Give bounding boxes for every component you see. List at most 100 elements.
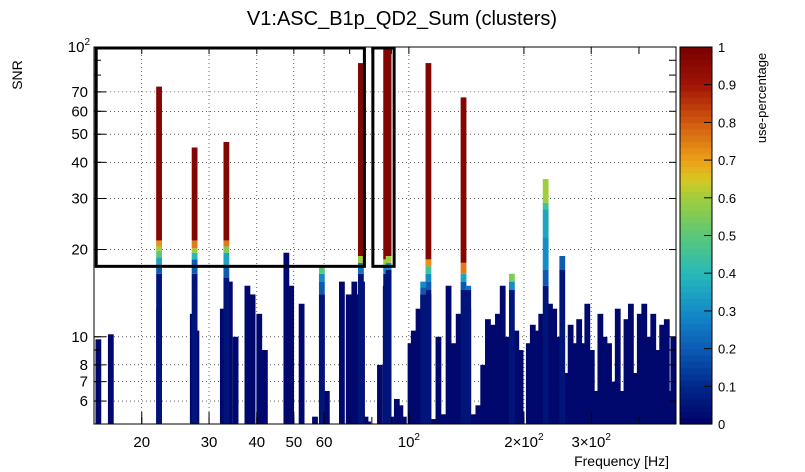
y-tick-label: 10 <box>71 329 88 346</box>
colorbar-tick-label: 0.8 <box>718 115 736 130</box>
data-bar <box>670 336 677 424</box>
bar-segment <box>420 281 427 288</box>
colorbar-band <box>680 411 712 419</box>
bar-segment <box>425 266 432 274</box>
colorbar-band <box>680 380 712 387</box>
colorbar-band <box>680 336 712 343</box>
x-tick-label: 3×102 <box>572 432 612 451</box>
bar-segment <box>425 259 432 267</box>
colored-bar <box>559 255 566 424</box>
colorbar-band <box>680 109 712 117</box>
colorbar-band <box>680 266 712 274</box>
x-ticks: 20 30 40 50 60 102 2×102 3×102 <box>133 47 677 451</box>
data-bar <box>475 405 482 424</box>
bar-segment <box>559 255 566 270</box>
data-bar <box>312 416 318 424</box>
colorbar-tick-label: 0.1 <box>718 379 736 394</box>
colorbar-band <box>680 417 712 425</box>
bar-segment <box>156 86 162 241</box>
colorbar-band <box>680 398 712 406</box>
y-tick-label: 50 <box>71 126 88 143</box>
colorbar-band <box>680 386 712 394</box>
colorbar-band <box>680 373 712 381</box>
bar-segment <box>156 266 162 274</box>
colorbar-band <box>680 90 712 98</box>
data-bar <box>455 313 462 424</box>
data-bar <box>362 416 369 424</box>
colored-bar <box>542 179 549 424</box>
bar-segment <box>542 202 549 210</box>
colorbar-band <box>680 153 712 161</box>
colorbar-band <box>680 241 712 249</box>
bar-segment <box>223 246 230 253</box>
data-bar <box>627 303 634 424</box>
bar-segment <box>542 209 549 238</box>
y-axis-label: SNR <box>9 60 25 90</box>
data-bar <box>219 308 226 424</box>
data-bar <box>504 336 511 424</box>
bar-segment <box>465 290 472 424</box>
data-bar <box>663 319 670 424</box>
data-bar <box>533 330 540 424</box>
y-tick-label: 70 <box>71 84 88 101</box>
colorbar-tick-label: 0.2 <box>718 342 736 357</box>
x-tick-label: 40 <box>248 434 265 451</box>
bar-segment <box>191 252 198 260</box>
data-bar <box>339 281 345 424</box>
colorbar-band <box>680 59 712 67</box>
data-bar <box>601 336 608 424</box>
data-bar <box>513 330 520 424</box>
y-tick-label: 102 <box>68 37 91 56</box>
bar-segment <box>156 273 162 424</box>
colorbar-band <box>680 317 712 325</box>
data-bar <box>580 343 587 424</box>
bar-segment <box>191 240 198 249</box>
bar-segment <box>385 47 392 256</box>
data-bar <box>538 313 545 424</box>
data-bar <box>610 381 617 424</box>
data-bar <box>445 285 452 424</box>
colorbar-band <box>680 197 712 205</box>
colorbar-band <box>680 216 712 224</box>
data-bar <box>650 313 657 424</box>
colorbar-band <box>680 361 712 369</box>
colorbar-tick-label: 0.6 <box>718 191 736 206</box>
data-bar <box>606 343 612 424</box>
bar-segment <box>318 266 325 274</box>
data-bar <box>407 343 414 424</box>
data-bar <box>623 319 630 424</box>
colorbar-band <box>680 279 712 287</box>
data-bar <box>244 285 251 424</box>
bar-segment <box>420 287 427 295</box>
bar-segment <box>460 273 467 282</box>
y-tick-label: 8 <box>80 357 88 374</box>
x-axis-label: Frequency [Hz] <box>574 453 669 469</box>
data-bar <box>659 324 666 424</box>
data-bar <box>593 390 600 424</box>
colorbar-band <box>680 235 712 243</box>
bar-segment <box>385 269 392 424</box>
highlight-boxes <box>94 46 396 268</box>
bar-segment <box>460 262 467 274</box>
colored-bar <box>191 147 198 424</box>
data-bar <box>584 303 591 424</box>
colorbar-tick-label: 0.5 <box>718 229 736 244</box>
y-tick-label: 20 <box>71 242 88 259</box>
data-bar <box>256 313 263 424</box>
colorbar-band <box>680 229 712 237</box>
bar-segment <box>318 273 325 282</box>
data-bar <box>283 252 290 424</box>
highlight-box <box>94 46 366 268</box>
y-tick-label: 30 <box>71 191 88 208</box>
bar-segment <box>460 290 467 424</box>
plot-area: 20 30 40 50 60 102 2×102 3×102 6 78 10 20 30 40 50 60 7… <box>68 37 677 451</box>
colorbar-band <box>680 285 712 293</box>
colorbar-band <box>680 292 712 299</box>
colorbar-band <box>680 254 712 262</box>
colorbar-tick-label: 0.9 <box>718 78 736 93</box>
bar-segment <box>191 147 198 241</box>
bar-segment <box>508 273 515 282</box>
colorbar-band <box>680 342 712 350</box>
data-bar <box>107 334 114 424</box>
chart-title: V1:ASC_B1p_QD2_Sum (clusters) <box>247 8 557 30</box>
